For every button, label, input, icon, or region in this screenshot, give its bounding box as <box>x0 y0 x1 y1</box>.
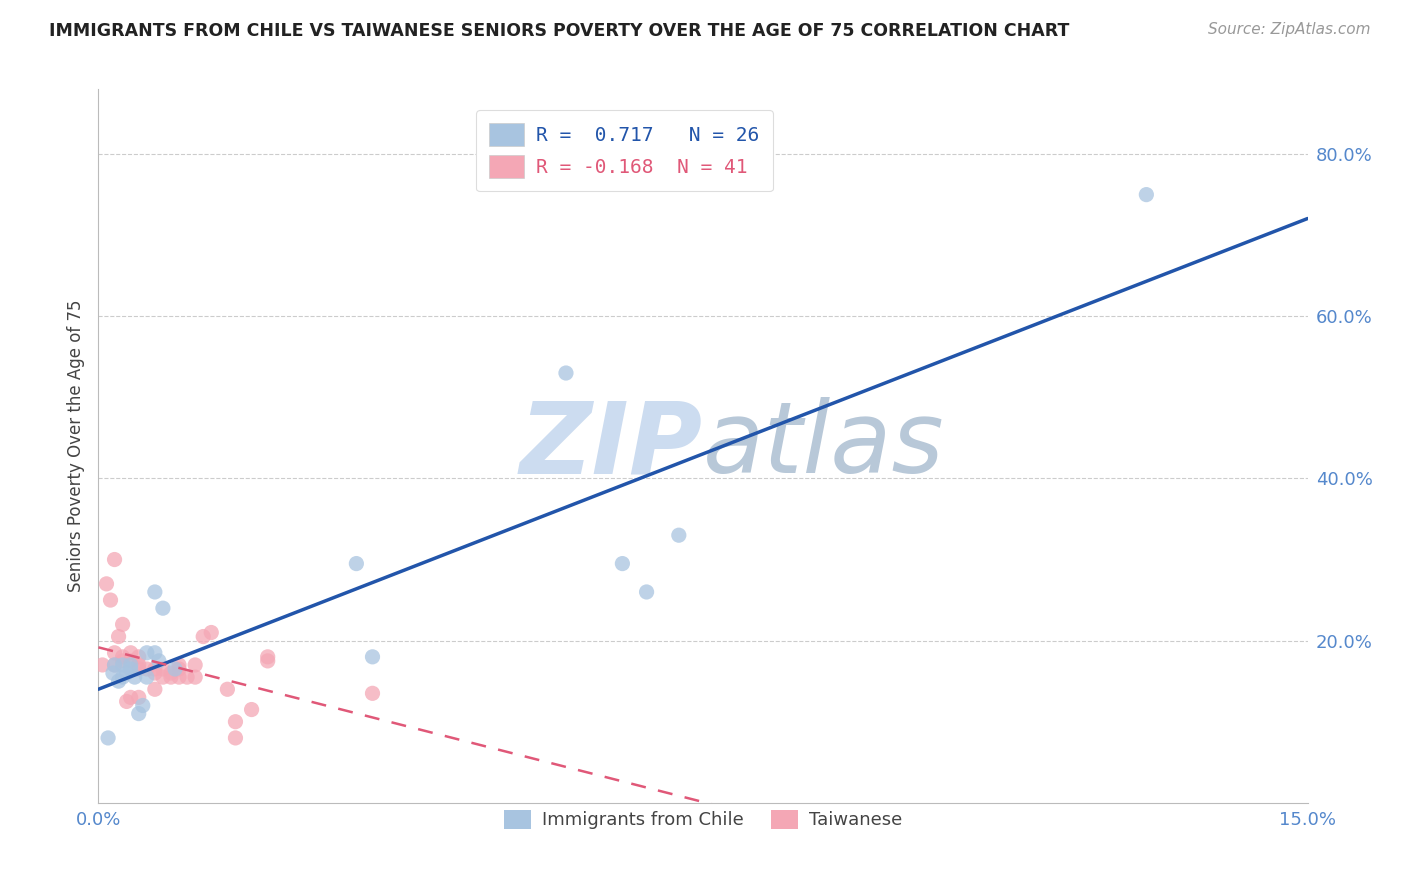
Point <box>361 649 384 664</box>
Point <box>361 686 384 700</box>
Point <box>152 662 174 676</box>
Point <box>120 654 142 668</box>
Point <box>184 670 207 684</box>
Point <box>103 657 125 672</box>
Point <box>96 577 118 591</box>
Point <box>115 666 138 681</box>
Point <box>143 585 166 599</box>
Point <box>128 662 150 676</box>
Point <box>97 731 120 745</box>
Point <box>111 670 134 684</box>
Point <box>160 666 183 681</box>
Point <box>167 670 190 684</box>
Point <box>636 585 658 599</box>
Point <box>256 654 278 668</box>
Text: IMMIGRANTS FROM CHILE VS TAIWANESE SENIORS POVERTY OVER THE AGE OF 75 CORRELATIO: IMMIGRANTS FROM CHILE VS TAIWANESE SENIO… <box>49 22 1070 40</box>
Point <box>120 646 142 660</box>
Point <box>111 657 134 672</box>
Point <box>128 649 150 664</box>
Point <box>103 552 125 566</box>
Legend: Immigrants from Chile, Taiwanese: Immigrants from Chile, Taiwanese <box>496 803 910 837</box>
Point <box>224 714 246 729</box>
Point <box>107 630 129 644</box>
Point <box>167 657 190 672</box>
Point <box>152 670 174 684</box>
Point <box>256 649 278 664</box>
Point <box>101 666 124 681</box>
Point <box>124 670 146 684</box>
Point <box>115 694 138 708</box>
Text: Source: ZipAtlas.com: Source: ZipAtlas.com <box>1208 22 1371 37</box>
Y-axis label: Seniors Poverty Over the Age of 75: Seniors Poverty Over the Age of 75 <box>66 300 84 592</box>
Point <box>163 662 186 676</box>
Point <box>120 662 142 676</box>
Point <box>135 670 157 684</box>
Point <box>184 657 207 672</box>
Point <box>217 682 239 697</box>
Point <box>193 630 215 644</box>
Point <box>143 666 166 681</box>
Point <box>143 646 166 660</box>
Point <box>111 654 134 668</box>
Point <box>120 657 142 672</box>
Point <box>143 682 166 697</box>
Text: atlas: atlas <box>703 398 945 494</box>
Point <box>344 557 367 571</box>
Point <box>91 657 114 672</box>
Point <box>103 646 125 660</box>
Point <box>143 662 166 676</box>
Point <box>167 662 190 676</box>
Point <box>160 670 183 684</box>
Point <box>668 528 690 542</box>
Point <box>132 698 155 713</box>
Point <box>120 690 142 705</box>
Point <box>128 690 150 705</box>
Point <box>128 657 150 672</box>
Text: ZIP: ZIP <box>520 398 703 494</box>
Point <box>240 702 263 716</box>
Point <box>555 366 578 380</box>
Point <box>200 625 222 640</box>
Point <box>135 662 157 676</box>
Point <box>135 646 157 660</box>
Point <box>100 593 122 607</box>
Point <box>1135 187 1157 202</box>
Point <box>224 731 246 745</box>
Point <box>612 557 634 571</box>
Point <box>128 706 150 721</box>
Point <box>152 601 174 615</box>
Point <box>103 657 125 672</box>
Point <box>111 649 134 664</box>
Point <box>176 670 198 684</box>
Point <box>148 654 170 668</box>
Point <box>107 674 129 689</box>
Point <box>111 617 134 632</box>
